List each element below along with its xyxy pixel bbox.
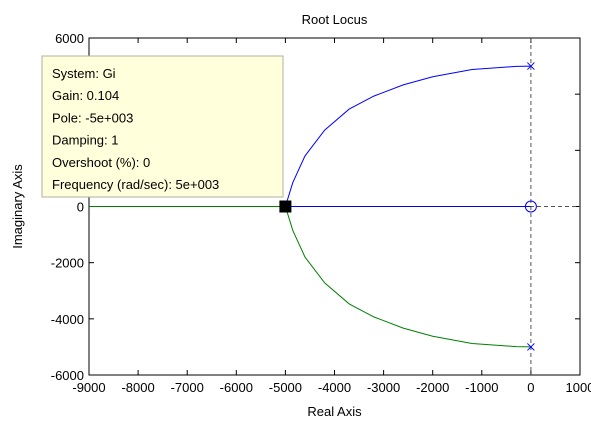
datatip-line: Frequency (rad/sec): 5e+003 — [52, 177, 219, 192]
x-axis-title: Real Axis — [307, 404, 362, 419]
x-tick-label: -4000 — [318, 380, 351, 395]
pole-marker[interactable] — [527, 343, 535, 351]
y-tick-label: 6000 — [55, 31, 84, 46]
y-tick-label: 0 — [77, 200, 84, 215]
y-tick-label: -4000 — [51, 312, 84, 327]
series-layer — [89, 65, 531, 348]
y-tick-label: -2000 — [51, 256, 84, 271]
x-tick-label: -2000 — [416, 380, 449, 395]
datatip-line: Pole: -5e+003 — [52, 110, 133, 125]
x-tick-label: 1000 — [566, 380, 591, 395]
pole-marker[interactable] — [527, 62, 535, 70]
locus-branch-1[interactable] — [284, 65, 531, 207]
locus-branch-2[interactable] — [89, 206, 531, 348]
datatip-line: Overshoot (%): 0 — [52, 155, 150, 170]
x-tick-label: -7000 — [171, 380, 204, 395]
y-axis-title: Imaginary Axis — [10, 164, 25, 249]
x-tick-label: -8000 — [121, 380, 154, 395]
datatip[interactable]: System: Gi Gain: 0.104 Pole: -5e+003 Dampin… — [41, 55, 284, 198]
x-tick-label: -9000 — [72, 380, 105, 395]
datatip-box — [41, 55, 284, 198]
datatip-line: System: Gi — [52, 66, 116, 81]
y-tick-label: -6000 — [51, 368, 84, 383]
selected-point-marker[interactable] — [279, 200, 292, 213]
x-tick-label: -3000 — [367, 380, 400, 395]
chart-title: Root Locus — [302, 12, 368, 27]
x-tick-label: -1000 — [465, 380, 498, 395]
x-tick-label: 0 — [527, 380, 534, 395]
zero-marker[interactable] — [524, 200, 537, 213]
x-tick-label: -5000 — [269, 380, 302, 395]
x-tick-label: -6000 — [220, 380, 253, 395]
datatip-line: Damping: 1 — [52, 133, 118, 148]
datatip-line: Gain: 0.104 — [52, 88, 119, 103]
pole-zero-markers — [279, 62, 537, 351]
